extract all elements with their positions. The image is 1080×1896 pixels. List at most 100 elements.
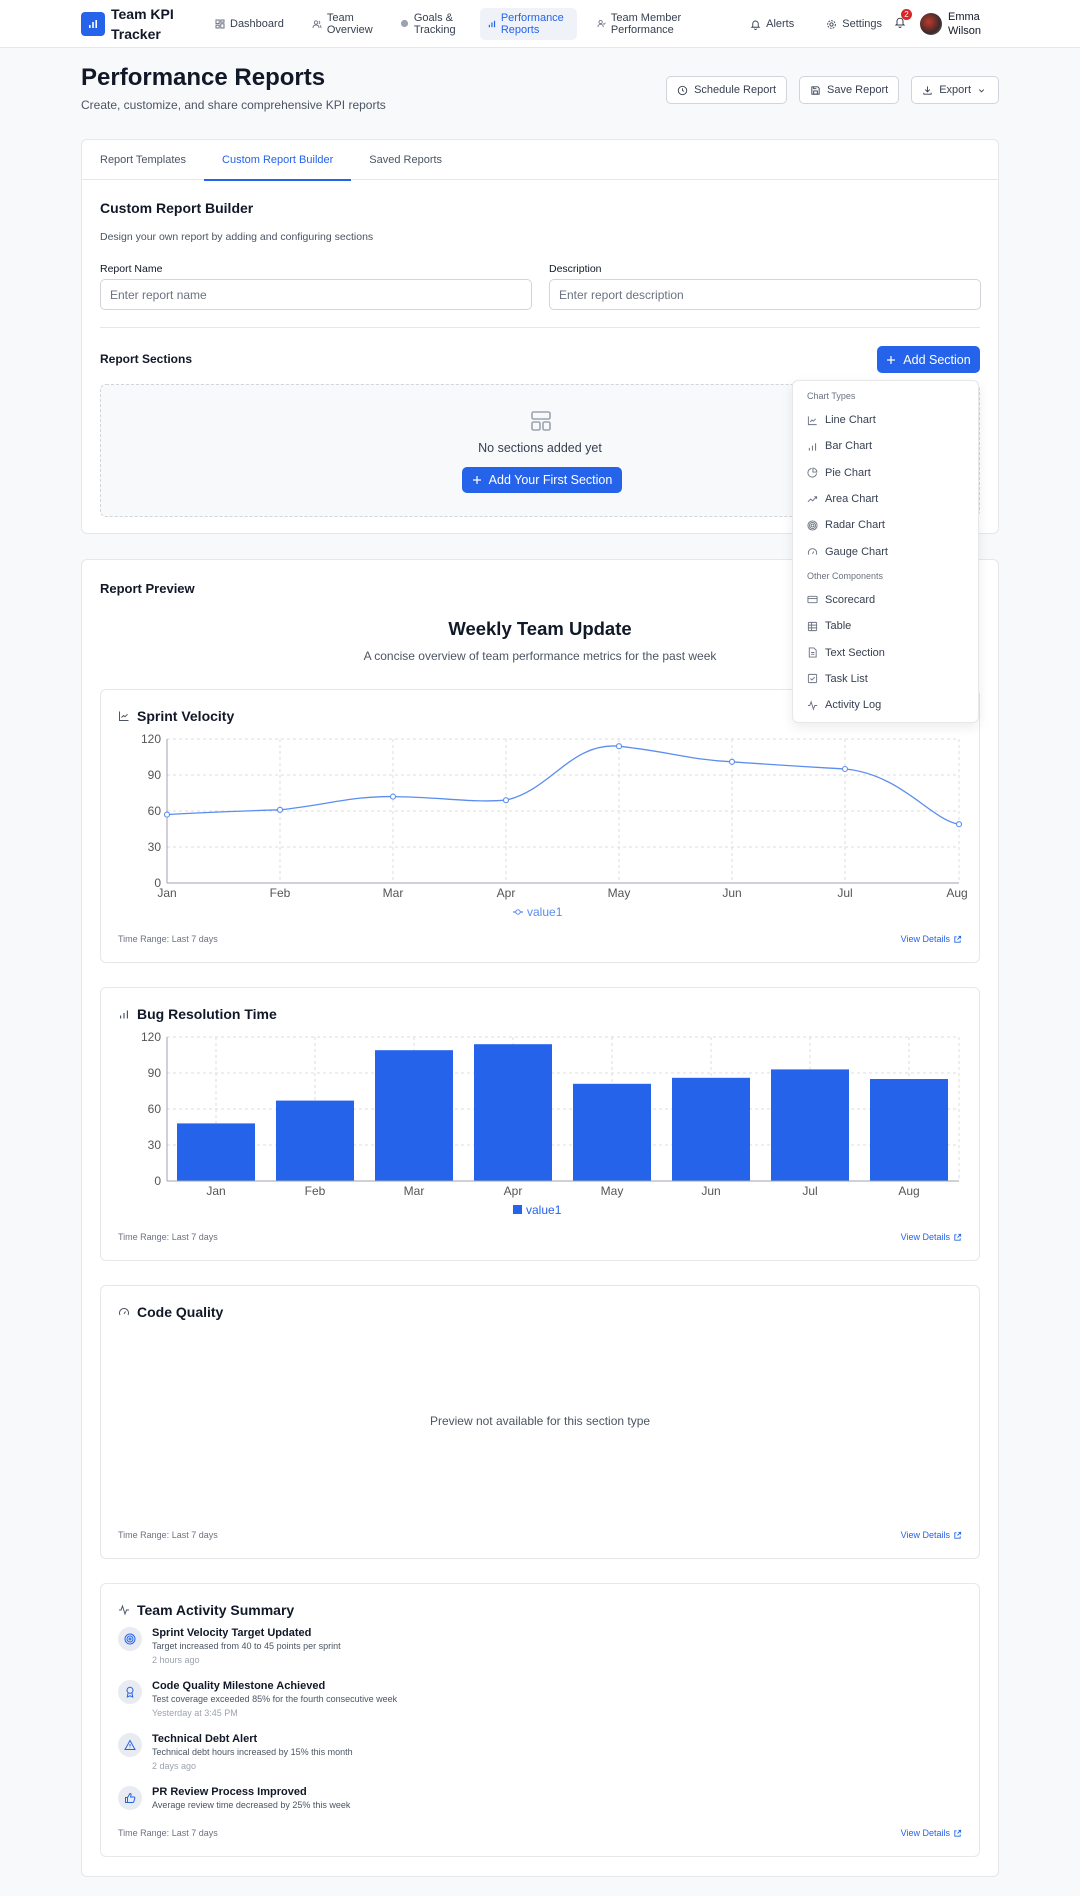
nav-performance-reports[interactable]: Performance Reports bbox=[479, 7, 577, 40]
menu-item-line-chart[interactable]: Line Chart bbox=[793, 407, 978, 433]
line-chart-icon bbox=[807, 416, 817, 425]
svg-text:90: 90 bbox=[148, 768, 162, 782]
section-title: Sprint Velocity bbox=[137, 708, 235, 724]
line-chart: 120 90 60 30 0 Jan Feb Mar Apr May Jun Jul Aug valu… bbox=[141, 732, 968, 919]
activity-time: Yesterday at 3:45 PM bbox=[152, 1708, 238, 1718]
tab-custom-report-builder[interactable]: Custom Report Builder bbox=[204, 140, 352, 181]
radar-icon bbox=[807, 520, 818, 531]
activity-title: PR Review Process Improved bbox=[152, 1786, 307, 1798]
menu-item-gauge-chart[interactable]: Gauge Chart bbox=[793, 538, 978, 564]
nav-label: Performance Reports bbox=[500, 11, 564, 36]
description-input[interactable]: Enter report description bbox=[549, 279, 981, 310]
menu-item-text-section[interactable]: Text Section bbox=[793, 639, 978, 665]
menu-item-pie-chart[interactable]: Pie Chart bbox=[793, 460, 978, 486]
trending-up-icon bbox=[807, 495, 818, 502]
report-tabs: Report Templates Custom Report Builder S… bbox=[82, 140, 998, 181]
description-label: Description bbox=[549, 263, 602, 275]
nav-dashboard[interactable]: Dashboard bbox=[207, 14, 292, 34]
avatar[interactable] bbox=[920, 13, 942, 35]
section-title: Team Activity Summary bbox=[137, 1602, 295, 1618]
view-details-link[interactable]: View Details bbox=[901, 1530, 962, 1540]
nav-team-overview[interactable]: Team Overview bbox=[304, 8, 380, 40]
table-icon bbox=[807, 621, 818, 631]
top-nav: Team KPI Tracker Dashboard Team Overview… bbox=[0, 0, 1080, 48]
page-subtitle: Create, customize, and share comprehensi… bbox=[81, 98, 386, 112]
notifications-button[interactable]: 2 bbox=[894, 9, 912, 33]
link-label: View Details bbox=[900, 1828, 950, 1838]
pie-chart-icon bbox=[807, 467, 818, 478]
report-description: A concise overview of team performance m… bbox=[363, 649, 717, 663]
brand[interactable]: Team KPI Tracker bbox=[81, 4, 181, 44]
add-section-button[interactable]: Add Section bbox=[877, 346, 980, 373]
external-link-icon bbox=[954, 1233, 962, 1241]
activity-item: PR Review Process Improved Average review… bbox=[118, 1786, 962, 1811]
nav-goals-tracking[interactable]: Goals & Tracking bbox=[392, 8, 468, 40]
placeholder: Enter report description bbox=[559, 287, 684, 302]
preview-title: Report Preview bbox=[100, 581, 195, 596]
target-icon bbox=[124, 1633, 136, 1645]
activity-item: Sprint Velocity Target Updated Target inc… bbox=[118, 1627, 962, 1669]
menu-item-table[interactable]: Table bbox=[793, 613, 978, 639]
activity-icon bbox=[119, 1604, 129, 1616]
svg-text:Jan: Jan bbox=[206, 1184, 225, 1198]
activity-title: Technical Debt Alert bbox=[152, 1733, 258, 1745]
nav-alerts[interactable]: Alerts bbox=[742, 14, 802, 34]
notification-badge: 2 bbox=[901, 9, 912, 20]
menu-label: Bar Chart bbox=[825, 440, 873, 453]
save-report-button[interactable]: Save Report bbox=[799, 76, 900, 104]
menu-item-area-chart[interactable]: Area Chart bbox=[793, 486, 978, 512]
view-details-link[interactable]: View Details bbox=[901, 1828, 962, 1838]
builder-title: Custom Report Builder bbox=[100, 200, 254, 216]
activity-title: Code Quality Milestone Achieved bbox=[152, 1680, 326, 1692]
view-details-link[interactable]: View Details bbox=[901, 1232, 962, 1242]
svg-text:Aug: Aug bbox=[898, 1184, 919, 1198]
svg-text:value1: value1 bbox=[527, 905, 563, 919]
nav-settings[interactable]: Settings bbox=[818, 14, 890, 34]
menu-item-scorecard[interactable]: Scorecard bbox=[793, 587, 978, 613]
nav-team-member-performance[interactable]: Team Member Performance bbox=[589, 8, 707, 40]
svg-text:Apr: Apr bbox=[497, 886, 516, 900]
nav-label: Team Member Performance bbox=[610, 11, 682, 36]
menu-label: Text Section bbox=[825, 646, 885, 659]
gear-icon bbox=[827, 19, 837, 29]
tab-saved-reports[interactable]: Saved Reports bbox=[369, 154, 443, 166]
time-range: Time Range: Last 7 days bbox=[118, 1232, 218, 1242]
nav-label: Team Overview bbox=[326, 11, 373, 36]
view-details-link[interactable]: View Details bbox=[901, 934, 962, 944]
menu-label: Scorecard bbox=[825, 593, 876, 606]
svg-text:0: 0 bbox=[154, 876, 161, 890]
users-icon bbox=[312, 19, 322, 28]
user-name[interactable]: Emma Wilson bbox=[948, 11, 982, 37]
warning-icon bbox=[124, 1739, 136, 1750]
schedule-report-button[interactable]: Schedule Report bbox=[666, 76, 788, 104]
menu-label: Pie Chart bbox=[825, 466, 871, 479]
menu-label: Task List bbox=[825, 672, 868, 685]
button-label: Add Your First Section bbox=[488, 473, 613, 487]
svg-text:Jun: Jun bbox=[722, 886, 741, 900]
svg-text:60: 60 bbox=[148, 1102, 162, 1116]
menu-item-radar-chart[interactable]: Radar Chart bbox=[793, 512, 978, 538]
export-dropdown[interactable]: Export bbox=[911, 76, 999, 104]
menu-item-bar-chart[interactable]: Bar Chart bbox=[793, 433, 978, 459]
svg-text:value1: value1 bbox=[526, 1203, 562, 1217]
activity-title: Sprint Velocity Target Updated bbox=[152, 1627, 312, 1639]
button-label: Schedule Report bbox=[694, 84, 777, 96]
thumbs-up-icon bbox=[125, 1792, 136, 1803]
link-label: View Details bbox=[900, 1232, 950, 1242]
menu-item-activity-log[interactable]: Activity Log bbox=[793, 692, 978, 718]
nav-label: Goals & Tracking bbox=[413, 11, 456, 36]
legend: value1 bbox=[513, 1203, 562, 1217]
report-name-input[interactable]: Enter report name bbox=[100, 279, 532, 310]
svg-text:Feb: Feb bbox=[270, 886, 291, 900]
menu-label: Area Chart bbox=[825, 493, 879, 506]
add-first-section-button[interactable]: Add Your First Section bbox=[462, 467, 622, 493]
menu-label: Radar Chart bbox=[825, 519, 885, 532]
nav-label: Alerts bbox=[766, 18, 795, 30]
clock-icon bbox=[677, 85, 688, 95]
menu-item-task-list[interactable]: Task List bbox=[793, 666, 978, 692]
svg-text:Jun: Jun bbox=[701, 1184, 720, 1198]
svg-text:Jan: Jan bbox=[157, 886, 176, 900]
tab-report-templates[interactable]: Report Templates bbox=[100, 154, 187, 166]
bell-icon bbox=[750, 20, 761, 30]
unavailable-text: Preview not available for this section t… bbox=[429, 1414, 651, 1428]
